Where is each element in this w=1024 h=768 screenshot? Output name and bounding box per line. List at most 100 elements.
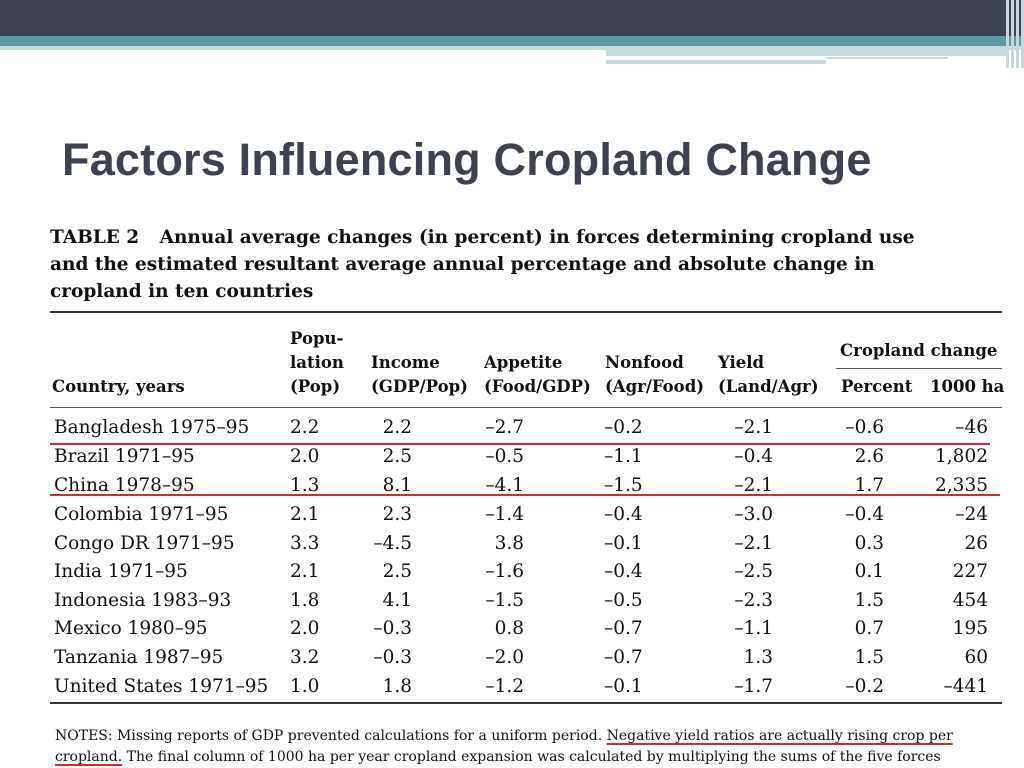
cell-percent: 1.7 bbox=[854, 475, 884, 496]
table-row: Bangladesh 1975–95 2.2 2.2 –2.7 –0.2 –2.… bbox=[0, 417, 1024, 445]
table-row: Mexico 1980–95 2.0 –0.3 0.8 –0.7 –1.1 0.… bbox=[0, 618, 1024, 646]
cell-yield: –2.5 bbox=[734, 561, 773, 582]
cell-pop: 2.1 bbox=[290, 561, 320, 582]
cell-pop: 2.1 bbox=[290, 504, 320, 525]
cell-pop: 1.8 bbox=[290, 590, 320, 611]
cell-nonfood: –0.1 bbox=[604, 676, 643, 697]
cell-nonfood: –0.7 bbox=[604, 647, 643, 668]
cell-pop: 2.0 bbox=[290, 446, 320, 467]
cell-appetite: –2.0 bbox=[485, 647, 524, 668]
cell-nonfood: –0.4 bbox=[604, 561, 643, 582]
table-row: Congo DR 1971–95 3.3 –4.5 3.8 –0.1 –2.1 … bbox=[0, 533, 1024, 561]
header-band-light bbox=[0, 46, 1024, 50]
header-nonfood-line1: Nonfood bbox=[605, 353, 684, 372]
cell-yield: –2.3 bbox=[734, 590, 773, 611]
cell-1000-ha: 227 bbox=[952, 561, 988, 582]
cell-1000-ha: –46 bbox=[955, 417, 988, 438]
cell-percent: 0.3 bbox=[854, 533, 884, 554]
cell-country: Tanzania 1987–95 bbox=[54, 647, 224, 668]
cell-1000-ha: 2,335 bbox=[935, 475, 988, 496]
cell-country: Brazil 1971–95 bbox=[54, 446, 195, 467]
cell-appetite: 3.8 bbox=[494, 533, 524, 554]
cell-appetite: –1.6 bbox=[485, 561, 524, 582]
cell-country: Mexico 1980–95 bbox=[54, 618, 208, 639]
cell-country: United States 1971–95 bbox=[54, 676, 269, 697]
cell-percent: –0.6 bbox=[845, 417, 884, 438]
cell-nonfood: –0.1 bbox=[604, 533, 643, 554]
cell-income: 4.1 bbox=[382, 590, 412, 611]
cell-yield: –3.0 bbox=[734, 504, 773, 525]
cell-country: Colombia 1971–95 bbox=[54, 504, 229, 525]
cell-appetite: –1.4 bbox=[485, 504, 524, 525]
table-bottom-rule bbox=[50, 702, 1002, 704]
cell-percent: 0.1 bbox=[854, 561, 884, 582]
cell-income: –4.5 bbox=[373, 533, 412, 554]
cell-yield: –2.1 bbox=[734, 417, 773, 438]
cell-yield: –1.7 bbox=[734, 676, 773, 697]
cell-percent: 0.7 bbox=[854, 618, 884, 639]
table-notes: NOTES: Missing reports of GDP prevented … bbox=[55, 726, 1015, 768]
cell-1000-ha: 1,802 bbox=[935, 446, 988, 467]
cell-appetite: –4.1 bbox=[485, 475, 524, 496]
cell-income: 2.2 bbox=[382, 417, 412, 438]
header-yield-line2: (Land/Agr) bbox=[718, 377, 819, 396]
cell-country: China 1978–95 bbox=[54, 475, 195, 496]
cell-income: –0.3 bbox=[373, 647, 412, 668]
cropland-change-rule bbox=[836, 368, 1002, 369]
cell-appetite: 0.8 bbox=[494, 618, 524, 639]
header-appetite-line1: Appetite bbox=[484, 353, 563, 372]
cell-1000-ha: –24 bbox=[955, 504, 988, 525]
cell-appetite: –0.5 bbox=[485, 446, 524, 467]
cell-income: 8.1 bbox=[382, 475, 412, 496]
cell-appetite: –1.5 bbox=[485, 590, 524, 611]
header-nonfood-line2: (Agr/Food) bbox=[605, 377, 705, 396]
cell-yield: –2.1 bbox=[734, 475, 773, 496]
cell-1000-ha: 195 bbox=[952, 618, 988, 639]
table-label: TABLE 2 bbox=[50, 227, 140, 248]
cell-percent: 1.5 bbox=[854, 647, 884, 668]
cell-appetite: –2.7 bbox=[485, 417, 524, 438]
cell-nonfood: –0.5 bbox=[604, 590, 643, 611]
header-income-line2: (GDP/Pop) bbox=[371, 377, 468, 396]
cell-1000-ha: –441 bbox=[943, 676, 988, 697]
cell-yield: –2.1 bbox=[734, 533, 773, 554]
table-row: Colombia 1971–95 2.1 2.3 –1.4 –0.4 –3.0 … bbox=[0, 504, 1024, 532]
highlight-underline bbox=[50, 443, 990, 445]
cell-nonfood: –1.1 bbox=[604, 446, 643, 467]
header-pop-line2: lation bbox=[290, 353, 344, 372]
cell-nonfood: –0.7 bbox=[604, 618, 643, 639]
cell-1000-ha: 454 bbox=[952, 590, 988, 611]
cell-1000-ha: 60 bbox=[964, 647, 988, 668]
cell-pop: 1.3 bbox=[290, 475, 320, 496]
cell-percent: 2.6 bbox=[854, 446, 884, 467]
notes-text: NOTES: Missing reports of GDP prevented … bbox=[55, 728, 607, 744]
cell-appetite: –1.2 bbox=[485, 676, 524, 697]
highlight-strikethrough bbox=[50, 494, 1000, 496]
cell-pop: 1.0 bbox=[290, 676, 320, 697]
cell-country: Bangladesh 1975–95 bbox=[54, 417, 250, 438]
header-country: Country, years bbox=[52, 377, 185, 396]
cell-country: Congo DR 1971–95 bbox=[54, 533, 235, 554]
cell-nonfood: –0.2 bbox=[604, 417, 643, 438]
header-band-dark bbox=[0, 0, 1024, 36]
cell-nonfood: –1.5 bbox=[604, 475, 643, 496]
header-accent-line bbox=[606, 50, 1006, 56]
table-header-rule bbox=[50, 407, 1002, 408]
header-accent-line bbox=[826, 57, 948, 59]
cell-income: –0.3 bbox=[373, 618, 412, 639]
cell-income: 1.8 bbox=[382, 676, 412, 697]
cell-nonfood: –0.4 bbox=[604, 504, 643, 525]
slide-title: Factors Influencing Cropland Change bbox=[62, 134, 872, 185]
cell-country: India 1971–95 bbox=[54, 561, 188, 582]
table-caption-text: Annual average changes (in percent) in f… bbox=[50, 227, 915, 302]
cell-income: 2.5 bbox=[382, 561, 412, 582]
header-percent: Percent bbox=[841, 377, 913, 396]
cell-pop: 3.3 bbox=[290, 533, 320, 554]
notes-text-continued: The final column of 1000 ha per year cro… bbox=[122, 749, 941, 765]
cell-percent: 1.5 bbox=[854, 590, 884, 611]
header-yield-line1: Yield bbox=[718, 353, 765, 372]
header-vertical-bars bbox=[992, 0, 1024, 68]
cell-income: 2.3 bbox=[382, 504, 412, 525]
cell-yield: –0.4 bbox=[734, 446, 773, 467]
table-row: Brazil 1971–95 2.0 2.5 –0.5 –1.1 –0.4 2.… bbox=[0, 446, 1024, 474]
